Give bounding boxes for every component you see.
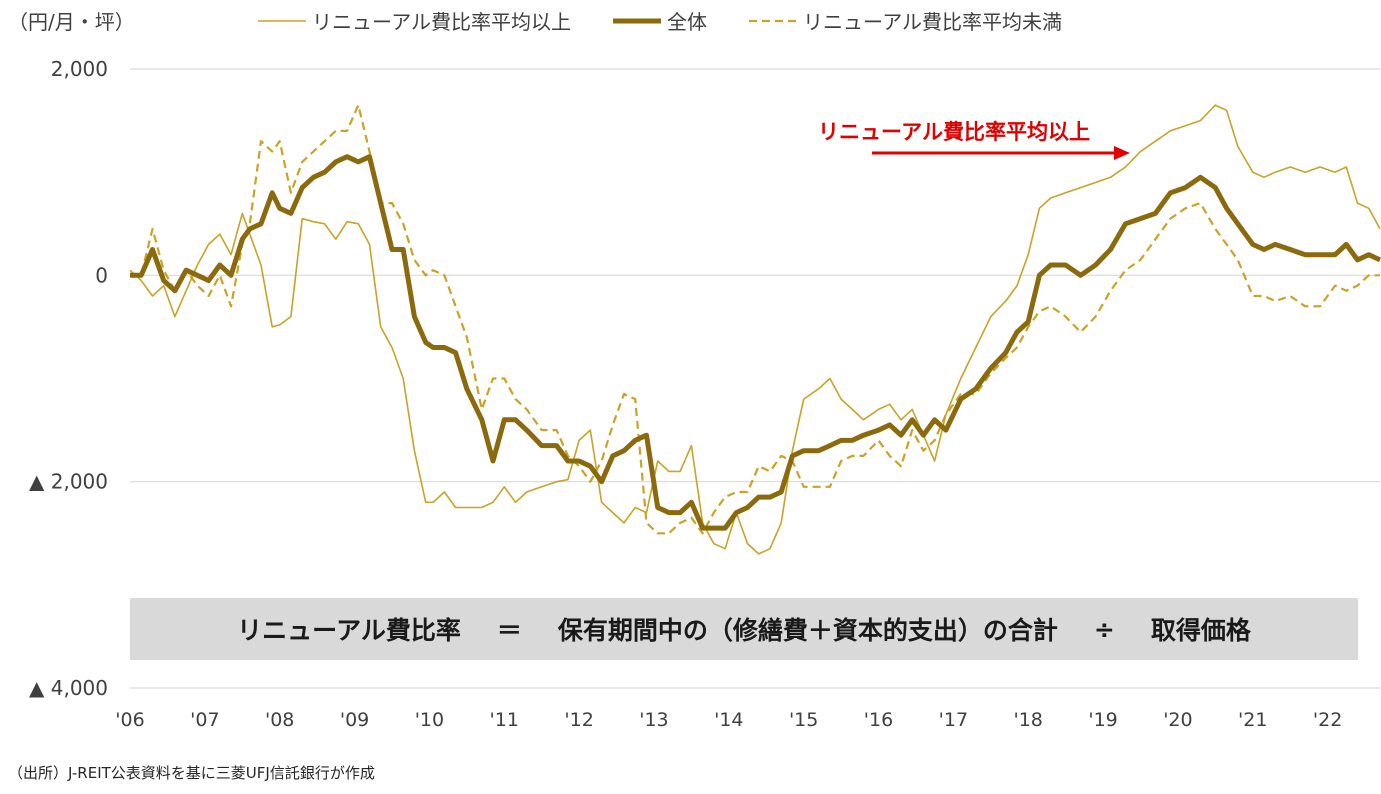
legend-swatch-thin [258, 16, 306, 26]
y-axis-unit-label: （円/月・坪） [8, 6, 135, 35]
formula-lhs: リニューアル費比率 [237, 611, 461, 647]
x-tick-label: '15 [789, 709, 818, 731]
x-tick-label: '22 [1313, 709, 1342, 731]
x-tick-label: '09 [340, 709, 369, 731]
annotation-arrow [872, 146, 1130, 160]
legend-label-below-average: リニューアル費比率平均未満 [803, 6, 1062, 35]
formula-rhs: 保有期間中の（修繕費＋資本的支出）の合計 [558, 611, 1058, 647]
x-tick-label: '19 [1088, 709, 1117, 731]
legend-swatch-bold [613, 16, 661, 26]
annotation-arrow-head [1114, 146, 1130, 160]
y-tick-label: 2,000 [51, 57, 108, 81]
y-tick-label: ▲ 2,000 [29, 470, 108, 494]
series-line-thin [130, 105, 1380, 554]
formula-equals: ＝ [497, 611, 522, 647]
x-tick-label: '17 [939, 709, 968, 731]
legend-item-above-average: リニューアル費比率平均以上 [258, 6, 571, 35]
x-tick-label: '16 [864, 709, 893, 731]
y-axis-ticks: 2,000 0 ▲ 2,000 ▲ 4,000 [29, 57, 108, 700]
formula-box: リニューアル費比率 ＝ 保有期間中の（修繕費＋資本的支出）の合計 ÷ 取得価格 [130, 598, 1358, 660]
x-tick-label: '11 [490, 709, 519, 731]
legend-label-above-average: リニューアル費比率平均以上 [312, 6, 571, 35]
gridlines [130, 69, 1380, 688]
y-tick-label: ▲ 4,000 [29, 676, 108, 700]
x-tick-label: '14 [714, 709, 743, 731]
legend-item-below-average: リニューアル費比率平均未満 [749, 6, 1062, 35]
formula-divide: ÷ [1094, 615, 1115, 644]
x-tick-label: '06 [115, 709, 144, 731]
y-tick-label: 0 [95, 263, 108, 287]
legend-label-overall: 全体 [667, 6, 707, 35]
x-tick-label: '10 [415, 709, 444, 731]
formula-denominator: 取得価格 [1151, 611, 1251, 647]
x-tick-label: '21 [1238, 709, 1267, 731]
x-tick-label: '07 [190, 709, 219, 731]
annotation-label: リニューアル費比率平均以上 [818, 116, 1090, 146]
x-tick-label: '18 [1014, 709, 1043, 731]
series-lines [130, 105, 1380, 554]
x-tick-label: '20 [1163, 709, 1192, 731]
x-axis-ticks: '06 '07 '08 '09 '10 '11 '12 '13 '14 '15 '16 '17 '18 '… [115, 709, 1342, 731]
line-chart: 2,0000▲ 2,000▲ 4,000 '06'07'08'09'10'11 '… [0, 0, 1381, 794]
legend-item-overall: 全体 [613, 6, 707, 35]
series-line-dashed [130, 105, 1380, 533]
source-note: （出所）J-REIT公表資料を基に三菱UFJ信託銀行が作成 [8, 762, 375, 783]
legend-swatch-dashed [749, 16, 797, 26]
legend: リニューアル費比率平均以上 全体 リニューアル費比率平均未満 [258, 6, 1104, 35]
x-tick-label: '13 [639, 709, 668, 731]
x-tick-label: '08 [265, 709, 294, 731]
x-tick-label: '12 [564, 709, 593, 731]
